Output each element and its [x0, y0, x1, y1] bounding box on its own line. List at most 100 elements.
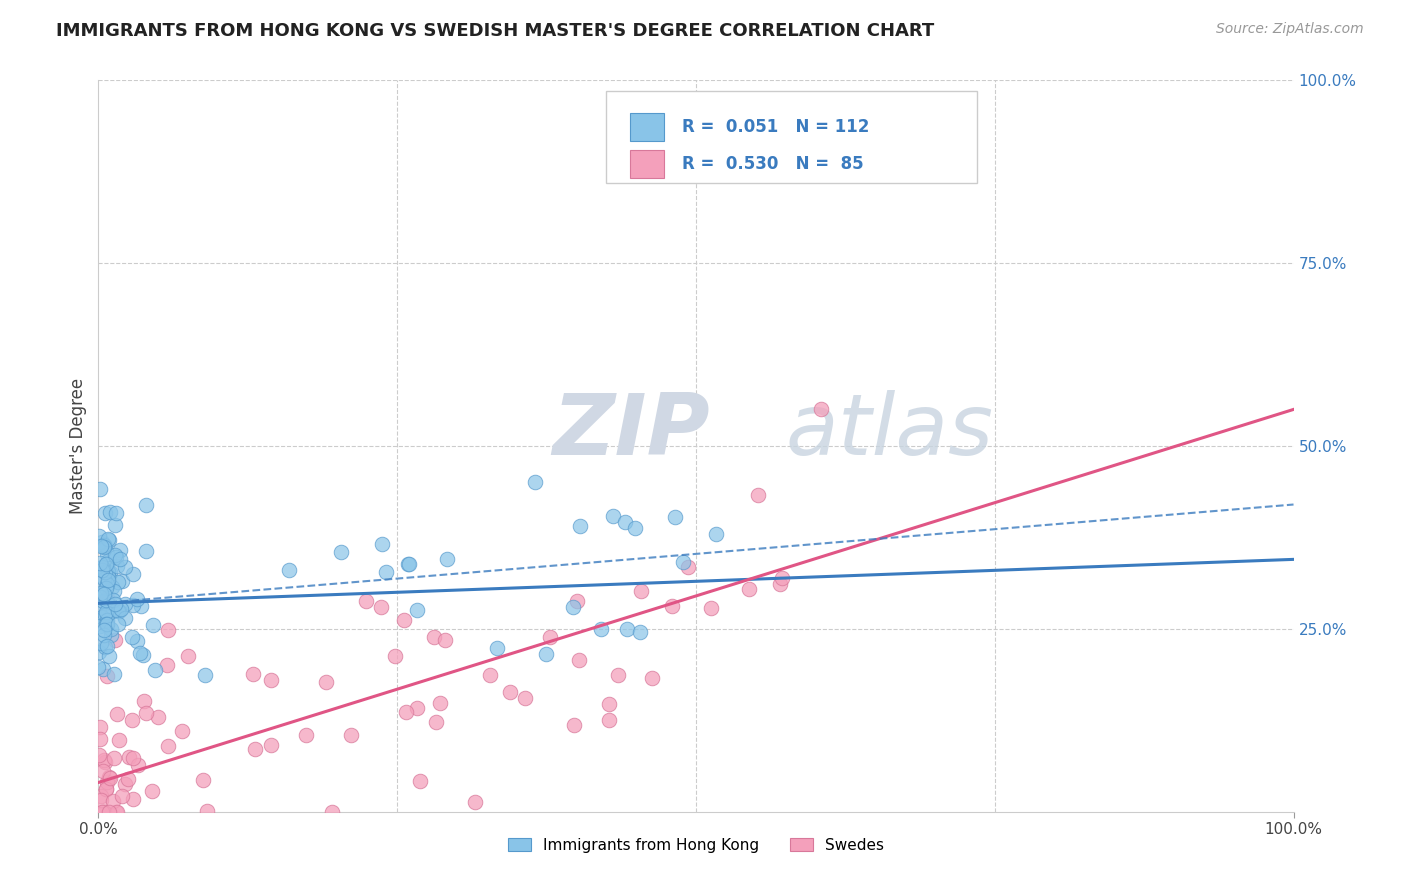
- Point: [90, 793, 112, 807]
- Point: [98, 771, 121, 785]
- Point: [94, 781, 117, 796]
- Point: [104, 597, 127, 611]
- Point: [94, 565, 117, 579]
- Point: [97, 573, 120, 587]
- Point: [87, 660, 110, 674]
- Point: [117, 772, 139, 787]
- Point: [242, 667, 264, 681]
- Point: [89, 747, 111, 762]
- Point: [93, 538, 115, 552]
- Point: [396, 557, 419, 571]
- Point: [90, 540, 112, 554]
- Point: [676, 559, 699, 574]
- Point: [132, 648, 155, 663]
- Point: [141, 784, 163, 798]
- Point: [770, 571, 793, 585]
- Point: [146, 710, 169, 724]
- Point: [114, 559, 136, 574]
- Point: [135, 706, 157, 721]
- Point: [94, 605, 117, 619]
- Point: [93, 587, 115, 601]
- Point: [613, 515, 636, 529]
- Point: [375, 565, 398, 579]
- Point: [524, 475, 547, 489]
- Point: [125, 634, 148, 648]
- Point: [409, 774, 432, 789]
- Point: [87, 574, 110, 588]
- Point: [94, 755, 117, 769]
- Point: [700, 601, 723, 615]
- Point: [96, 775, 118, 789]
- Point: [93, 640, 115, 654]
- Point: [90, 789, 112, 804]
- Point: [91, 594, 114, 608]
- Point: [96, 593, 118, 607]
- FancyBboxPatch shape: [630, 113, 664, 141]
- Point: [132, 694, 155, 708]
- Point: [356, 594, 378, 608]
- Point: [768, 577, 790, 591]
- Point: [105, 805, 128, 819]
- Point: [94, 557, 117, 571]
- Point: [89, 483, 111, 497]
- Point: [738, 582, 761, 597]
- Point: [129, 646, 152, 660]
- Point: [156, 658, 179, 673]
- Point: [398, 557, 420, 571]
- Point: [534, 647, 557, 661]
- Point: [135, 544, 157, 558]
- Point: [243, 742, 266, 756]
- Point: [664, 510, 686, 524]
- Point: [91, 805, 114, 819]
- Point: [100, 580, 122, 594]
- Point: [93, 805, 115, 819]
- Point: [339, 728, 361, 742]
- Point: [94, 581, 117, 595]
- Text: R =  0.530   N =  85: R = 0.530 N = 85: [682, 155, 863, 173]
- Point: [97, 607, 120, 621]
- Point: [100, 628, 122, 642]
- Point: [121, 750, 143, 764]
- Point: [143, 664, 166, 678]
- Point: [110, 601, 132, 615]
- Point: [598, 714, 620, 728]
- Point: [394, 613, 416, 627]
- Point: [101, 593, 124, 607]
- Point: [103, 795, 125, 809]
- Point: [591, 622, 613, 636]
- Point: [641, 672, 664, 686]
- Point: [121, 792, 143, 806]
- Point: [434, 633, 457, 648]
- Point: [94, 608, 117, 623]
- Point: [478, 668, 501, 682]
- Point: [177, 648, 200, 663]
- Point: [569, 519, 592, 533]
- Point: [91, 610, 114, 624]
- Point: [370, 599, 392, 614]
- Point: [105, 706, 128, 721]
- Point: [108, 542, 131, 557]
- Point: [194, 667, 217, 681]
- Point: [661, 599, 683, 613]
- Point: [395, 705, 418, 719]
- Point: [91, 662, 114, 676]
- Point: [121, 630, 143, 644]
- Point: [94, 506, 117, 520]
- FancyBboxPatch shape: [630, 150, 664, 178]
- Point: [515, 690, 537, 705]
- Point: [91, 560, 114, 574]
- Point: [568, 652, 591, 666]
- Point: [96, 547, 118, 561]
- Point: [624, 521, 647, 535]
- Point: [747, 488, 769, 502]
- Point: [142, 617, 165, 632]
- Point: [96, 557, 118, 571]
- Point: [108, 604, 131, 618]
- Point: [91, 764, 114, 779]
- Point: [105, 550, 128, 565]
- Point: [122, 567, 145, 582]
- FancyBboxPatch shape: [606, 91, 977, 183]
- Point: [321, 805, 343, 819]
- Point: [105, 601, 128, 615]
- Point: [98, 805, 121, 819]
